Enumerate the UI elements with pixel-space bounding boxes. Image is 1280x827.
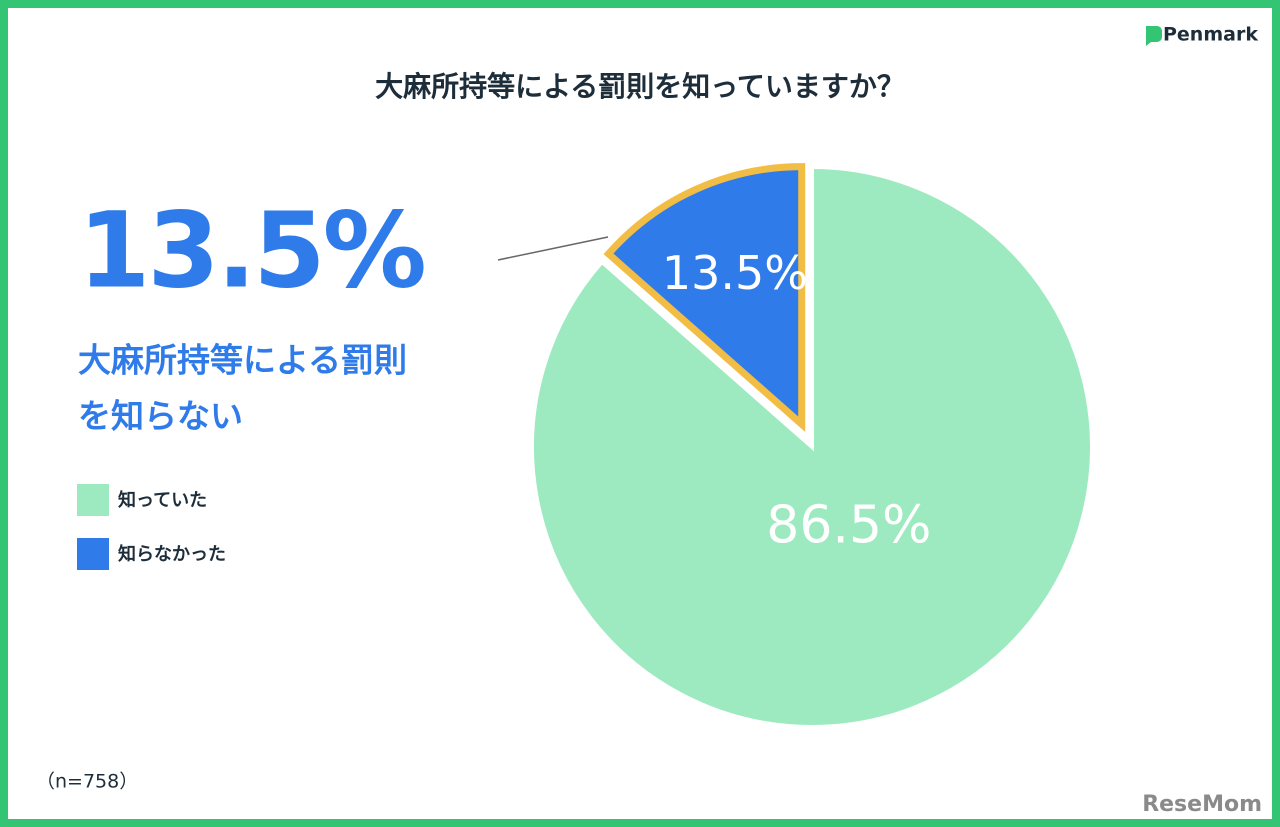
pie-slice [603,163,806,432]
callout-line: を知らない [78,397,243,436]
slice-label: 13.5% [662,246,808,300]
legend-swatch [77,538,109,570]
note: （n=758） [36,771,138,793]
legend-label: 知らなかった [118,543,226,565]
callout-value: 13.5% [78,189,424,311]
callout-line: 大麻所持等による罰則 [78,341,407,380]
chart-title: 大麻所持等による罰則を知っていますか？ [375,70,905,103]
legend-label: 知っていた [118,489,207,511]
brand: Penmark [1163,24,1258,46]
legend-swatch [77,484,109,516]
leader-line [497,236,609,261]
watermark: ReseMom [1142,792,1262,817]
slice-label: 86.5% [766,496,931,556]
brand-icon [1146,26,1162,46]
pie-slice [530,164,1094,729]
